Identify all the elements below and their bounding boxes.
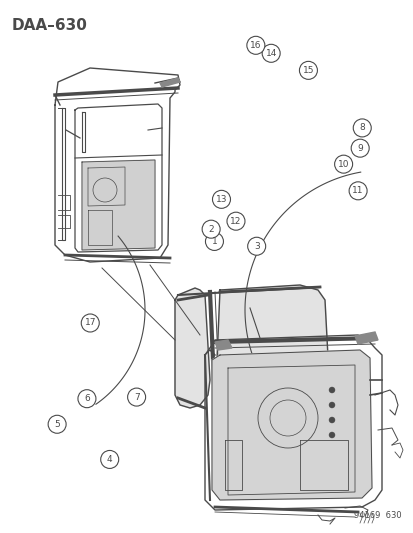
Text: 4: 4 [107,455,112,464]
Polygon shape [214,340,231,350]
Text: DAA–630: DAA–630 [12,18,88,33]
Circle shape [328,387,334,393]
Text: 11: 11 [351,187,363,195]
Text: 13: 13 [215,195,227,204]
Text: 3: 3 [253,242,259,251]
Polygon shape [354,332,377,344]
Circle shape [261,44,280,62]
Circle shape [81,314,99,332]
Circle shape [100,450,119,469]
Polygon shape [211,350,371,500]
Text: 7: 7 [133,393,139,401]
Text: 8: 8 [358,124,364,132]
Circle shape [328,417,334,423]
Text: 94169  630: 94169 630 [354,511,401,520]
Text: 16: 16 [249,41,261,50]
Text: 15: 15 [302,66,313,75]
Text: 9: 9 [356,144,362,152]
Circle shape [328,402,334,408]
Text: 2: 2 [208,225,214,233]
Circle shape [350,139,368,157]
Text: 5: 5 [54,420,60,429]
Polygon shape [214,285,329,415]
Circle shape [212,190,230,208]
Circle shape [205,232,223,251]
Circle shape [48,415,66,433]
Circle shape [78,390,96,408]
Text: 17: 17 [84,319,96,327]
Text: 12: 12 [230,217,241,225]
Circle shape [202,220,220,238]
Text: 10: 10 [337,160,349,168]
Circle shape [299,61,317,79]
Text: 1: 1 [211,237,217,246]
Circle shape [352,119,370,137]
Circle shape [334,155,352,173]
Circle shape [247,237,265,255]
Text: 6: 6 [84,394,90,403]
Polygon shape [82,160,154,250]
Circle shape [328,432,334,438]
Polygon shape [159,78,180,87]
Circle shape [348,182,366,200]
Text: 14: 14 [265,49,276,58]
Circle shape [226,212,244,230]
Circle shape [246,36,264,54]
Polygon shape [175,288,209,408]
Circle shape [127,388,145,406]
